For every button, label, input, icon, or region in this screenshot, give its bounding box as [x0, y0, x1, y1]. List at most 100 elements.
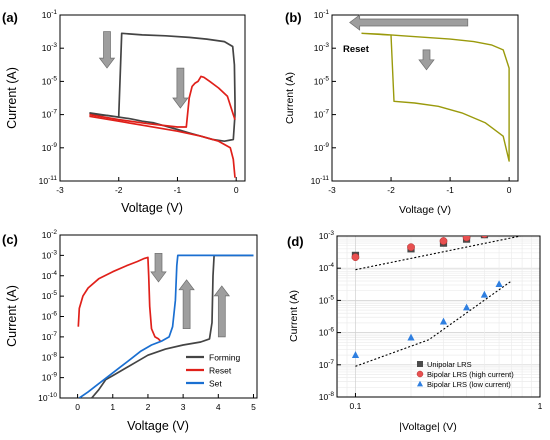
panel-b-ytick-label: 10-7	[314, 109, 330, 120]
panel-d-xtick-label: 0.1	[350, 401, 362, 411]
panel-d-legend-marker	[416, 370, 424, 378]
panel-a: (a) -3 -2 -1 0 10-11 10-9 10-7 10-5 10-3 10-1 Vol…	[2, 9, 246, 215]
panel-c-curve-set	[78, 254, 254, 398]
panel-a-ytick-label: 10-9	[42, 142, 58, 153]
panel-a-ytick-label: 10-7	[42, 109, 58, 120]
panel-c-axes: 0 1 2 3 4 5 10-10 10-9 10-8 10-7 10-6 10-5 10-4 10-3 1…	[38, 229, 256, 412]
panel-b-xtick-label: -2	[387, 185, 395, 195]
panel-c-ytick-label: 10-2	[42, 229, 58, 240]
panel-c-label: (c)	[2, 232, 18, 247]
panel-c-xtick-label: 1	[110, 402, 115, 412]
panel-c-xtick-label: 3	[181, 402, 186, 412]
panel-d-legend-marker	[417, 361, 423, 367]
panel-d-ytick-label: 10-3	[319, 230, 335, 241]
panel-c: (c) 0 1 2 3 4 5 10-10 10-9 10-8 10-7 10-6 10-5 10-4 1…	[2, 229, 258, 433]
panel-b-arrow	[418, 49, 435, 71]
panel-d-point	[439, 237, 448, 245]
panel-c-legend-label: Reset	[209, 366, 232, 376]
panel-b-curve	[361, 32, 510, 162]
panel-c-ytick-label: 10-10	[38, 392, 57, 403]
panel-c-xlabel: Voltage (V)	[127, 419, 189, 433]
panel-d-ytick-label: 10-5	[319, 294, 335, 305]
panel-d-grid	[337, 236, 540, 397]
panel-a-xlabel: Voltage (V)	[121, 201, 183, 215]
panel-c-ytick-label: 10-4	[42, 270, 58, 281]
panel-c-curve-reset	[77, 256, 161, 342]
panel-b-label: (b)	[285, 10, 302, 25]
panel-c-ytick-label: 10-9	[42, 372, 58, 383]
panel-c-xtick-label: 2	[146, 402, 151, 412]
panel-c-series	[77, 254, 254, 398]
panel-d-ytick-label: 10-8	[319, 391, 335, 402]
panel-c-ytick-label: 10-3	[42, 249, 58, 260]
panel-a-xtick-label: -3	[56, 185, 64, 195]
panel-d: (d) 0.1 1 10-8 10-7 10-6 10-5 10-4 10-3 Unipola…	[287, 223, 543, 433]
panel-b-ytick-label: 10-1	[314, 9, 330, 20]
panel-a-xtick-label: 0	[234, 185, 239, 195]
panel-a-ytick-label: 10-5	[42, 75, 58, 86]
panel-b-axes: -3 -2 -1 0 10-11 10-9 10-7 10-5 10-3 10-1	[311, 9, 512, 195]
panel-d-point	[407, 333, 415, 341]
panel-c-legend-label: Forming	[209, 353, 240, 363]
panel-a-arrow	[98, 31, 116, 69]
panel-a-xtick-label: -2	[115, 185, 123, 195]
panel-c-arrows	[150, 252, 231, 338]
panel-a-ytick-label: 10-3	[42, 42, 58, 53]
panel-d-legend-label: Bipolar LRS (high current)	[427, 370, 514, 379]
panel-a-curve	[89, 115, 236, 178]
panel-c-legend-label: Set	[209, 379, 222, 389]
panel-c-xtick-label: 0	[75, 402, 80, 412]
panel-c-ytick-label: 10-6	[42, 311, 58, 322]
panel-a-arrow	[172, 67, 189, 109]
panel-c-arrow	[213, 285, 231, 338]
panel-c-ytick-label: 10-5	[42, 290, 58, 301]
panel-d-point	[508, 227, 515, 234]
panel-d-ytick-label: 10-6	[319, 327, 335, 338]
panel-d-point	[351, 351, 360, 358]
panel-a-ytick-label: 10-11	[39, 175, 58, 186]
panel-b-ytick-label: 10-5	[314, 75, 330, 86]
panel-d-xtick-label: 1	[538, 401, 543, 411]
panel-b-xtick-label: -1	[446, 185, 454, 195]
panel-b-arrows	[349, 14, 469, 71]
panel-b-ytick-label: 10-9	[314, 142, 330, 153]
panel-a-axes: -3 -2 -1 0 10-11 10-9 10-7 10-5 10-3 10-1	[39, 9, 239, 195]
panel-d-point	[495, 229, 502, 236]
panel-d-point	[463, 303, 471, 311]
panel-c-ytick-label: 10-7	[42, 331, 58, 342]
panel-b: (b) -3 -2 -1 0 10-11 10-9 10-7 10-5 10-3 10-1 Res…	[284, 9, 519, 216]
panel-b-series	[361, 32, 510, 162]
panel-d-legend-marker	[417, 380, 423, 387]
panel-d-point	[407, 243, 415, 252]
panel-d-ytick-label: 10-4	[319, 262, 335, 273]
panel-d-series	[351, 223, 526, 367]
panel-c-xtick-label: 4	[216, 402, 221, 412]
panel-d-point	[481, 236, 488, 238]
panel-a-arrows	[98, 31, 189, 109]
panel-a-curve	[89, 75, 236, 128]
panel-a-frame	[59, 14, 246, 182]
panel-d-point	[462, 236, 471, 242]
panel-b-frame	[331, 14, 519, 182]
panel-b-ylabel: Current (A)	[284, 72, 296, 124]
panel-d-label: (d)	[287, 234, 304, 249]
panel-b-arrow	[349, 14, 469, 31]
panel-d-legend-label: Bipolar LRS (low current)	[427, 380, 511, 389]
panel-d-point	[439, 317, 448, 325]
panel-c-arrow	[178, 279, 195, 330]
panel-b-xlabel: Voltage (V)	[399, 204, 451, 216]
panel-a-ylabel: Current (A)	[5, 67, 19, 129]
panel-d-fit-line	[355, 280, 512, 367]
panel-d-frame	[336, 235, 541, 398]
panel-b-ytick-label: 10-3	[314, 42, 330, 53]
panel-d-point	[351, 253, 360, 262]
panel-a-label: (a)	[2, 10, 18, 25]
panel-d-point	[519, 223, 526, 230]
panel-a-series	[89, 32, 236, 178]
panel-b-ytick-label: 10-11	[311, 175, 330, 186]
panel-a-curve	[89, 32, 236, 143]
panel-b-xtick-label: -3	[328, 185, 336, 195]
panel-d-axes: 0.1 1 10-8 10-7 10-6 10-5 10-4 10-3	[319, 230, 543, 411]
panel-d-fit-line	[355, 236, 524, 271]
